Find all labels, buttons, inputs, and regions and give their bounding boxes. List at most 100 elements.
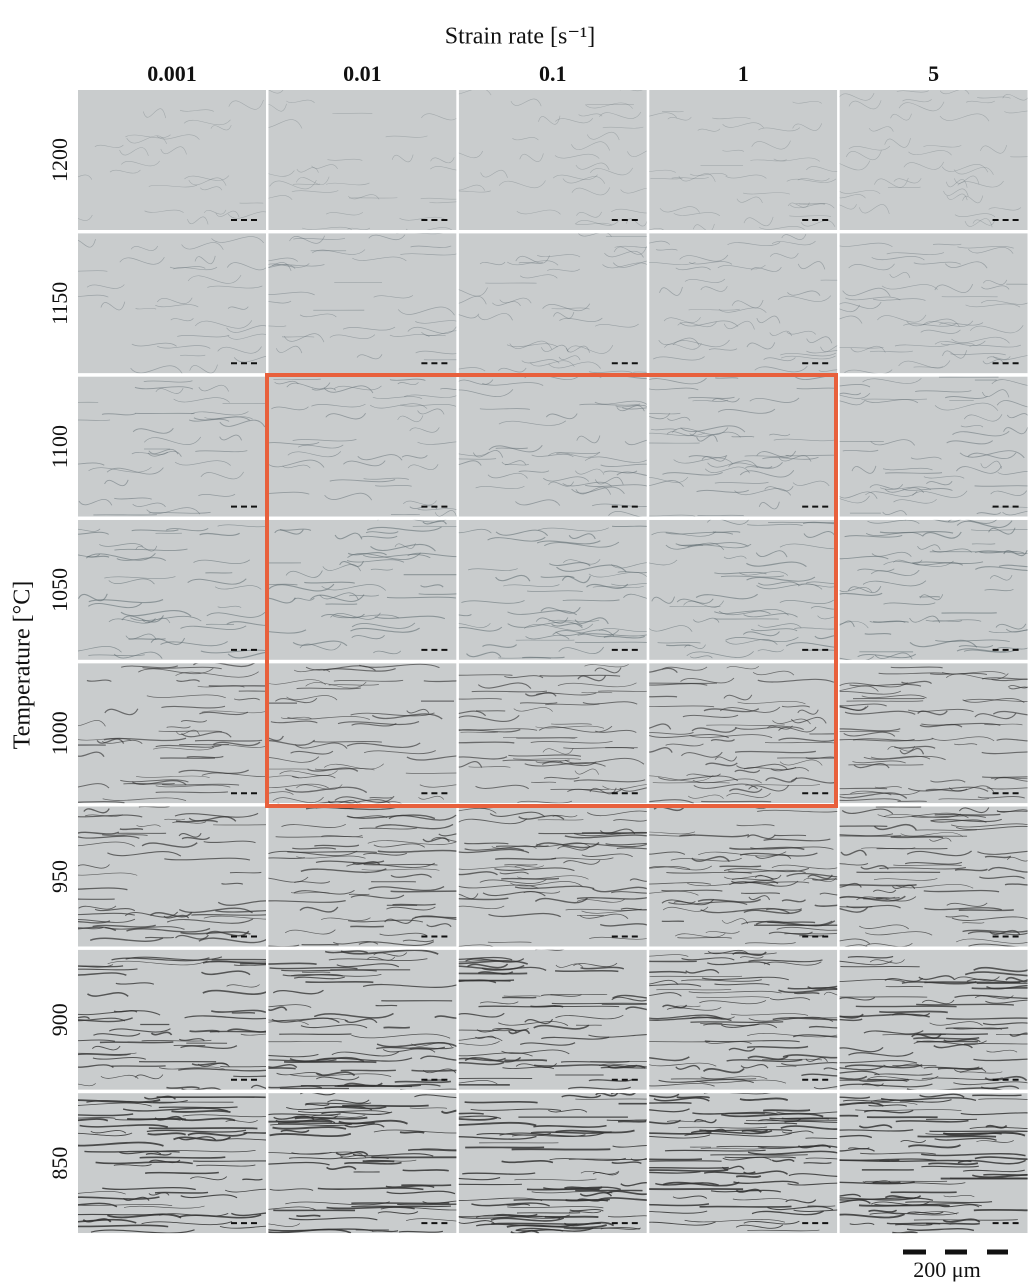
grain-boundary xyxy=(366,956,396,961)
grain-boundary xyxy=(649,890,699,896)
grain-boundary xyxy=(737,700,806,705)
grain-boundary xyxy=(458,674,513,676)
grain-boundary xyxy=(839,304,861,312)
grain-boundary xyxy=(477,682,532,689)
grain-boundary xyxy=(268,1004,312,1008)
grain-boundary xyxy=(902,99,932,103)
grain-boundary xyxy=(300,868,387,874)
micrograph-bg xyxy=(649,233,838,374)
grain-boundary xyxy=(494,867,575,872)
grain-boundary xyxy=(178,1136,217,1141)
micrograph xyxy=(839,519,1028,660)
grain-boundary xyxy=(655,248,678,251)
grain-boundary xyxy=(714,610,771,615)
grain-boundary xyxy=(458,379,494,385)
grain-boundary xyxy=(93,1032,141,1037)
grain-boundary xyxy=(83,808,110,814)
micrograph xyxy=(649,1093,838,1234)
grain-boundary xyxy=(139,1156,226,1159)
grain-boundary xyxy=(649,1093,680,1099)
grain-boundary xyxy=(664,343,702,350)
grain-boundary xyxy=(906,318,960,327)
micrograph-grid xyxy=(78,90,1028,1234)
grain-boundary xyxy=(839,495,870,504)
grain-boundary xyxy=(633,371,647,373)
grain-boundary xyxy=(372,396,423,400)
grain-boundary xyxy=(755,550,788,558)
grain-boundary xyxy=(458,1057,506,1062)
grain-boundary xyxy=(275,697,318,704)
grain-boundary xyxy=(707,519,749,525)
grain-boundary xyxy=(614,245,647,249)
grain-boundary xyxy=(419,784,457,788)
grain-boundary xyxy=(992,355,1028,361)
grain-boundary xyxy=(845,150,882,160)
grain-boundary xyxy=(781,899,806,903)
grain-boundary xyxy=(962,698,1025,704)
grain-boundary xyxy=(756,315,781,324)
grain-boundary xyxy=(122,1107,229,1112)
grain-boundary xyxy=(78,831,120,835)
grain-boundary xyxy=(595,323,639,328)
grain-boundary xyxy=(675,1005,701,1007)
grain-boundary xyxy=(852,760,906,764)
grain-boundary xyxy=(480,170,508,178)
grain-boundary xyxy=(900,832,964,837)
grain-boundary xyxy=(516,737,576,739)
grain-boundary xyxy=(956,465,1002,474)
grain-boundary xyxy=(953,167,994,175)
grain-boundary xyxy=(984,855,1012,859)
grain-boundary xyxy=(420,584,444,588)
grain-boundary xyxy=(649,1166,729,1169)
grain-boundary xyxy=(123,1196,150,1201)
grain-boundary xyxy=(963,698,1028,702)
grain-boundary xyxy=(513,758,581,760)
grain-boundary xyxy=(693,617,720,623)
grain-boundary xyxy=(1002,510,1028,516)
grain-boundary xyxy=(865,531,923,537)
grain-boundary xyxy=(939,113,990,122)
grain-boundary xyxy=(649,1014,723,1020)
micrograph xyxy=(649,376,838,517)
grain-boundary xyxy=(688,455,728,459)
grain-boundary xyxy=(577,633,647,637)
grain-boundary xyxy=(839,1101,884,1107)
grain-boundary xyxy=(717,264,766,270)
grain-boundary xyxy=(390,873,432,879)
grain-boundary xyxy=(649,1134,711,1139)
grain-boundary xyxy=(849,1222,875,1226)
grain-boundary xyxy=(386,1190,456,1195)
grain-boundary xyxy=(574,617,609,625)
grain-boundary xyxy=(677,936,732,939)
grain-boundary xyxy=(292,847,337,850)
grain-boundary xyxy=(839,655,875,660)
grain-boundary xyxy=(769,433,791,437)
grain-boundary xyxy=(1006,856,1028,862)
micrograph-bg xyxy=(649,949,838,1090)
grain-boundary xyxy=(981,751,1028,755)
grain-boundary xyxy=(268,735,284,742)
grain-boundary xyxy=(268,459,325,468)
grain-boundary xyxy=(649,1158,703,1161)
grain-boundary xyxy=(114,497,152,500)
grain-boundary xyxy=(268,325,287,327)
micrograph-bg xyxy=(268,233,457,374)
grain-boundary xyxy=(895,1119,969,1123)
grain-boundary xyxy=(585,484,647,488)
grain-boundary xyxy=(78,1191,126,1195)
micrograph xyxy=(78,233,266,374)
grain-boundary xyxy=(173,266,218,271)
grain-boundary xyxy=(280,1129,310,1133)
grain-boundary xyxy=(156,134,200,140)
grain-boundary xyxy=(227,651,266,659)
grain-boundary xyxy=(78,174,93,180)
grain-boundary xyxy=(510,1229,540,1234)
grain-boundary xyxy=(686,773,721,777)
grain-boundary xyxy=(839,1213,905,1219)
grain-boundary xyxy=(313,740,382,743)
grain-boundary xyxy=(580,966,625,970)
grain-boundary xyxy=(554,153,600,159)
grain-boundary xyxy=(712,531,741,533)
grain-boundary xyxy=(513,707,553,712)
grain-boundary xyxy=(757,809,838,813)
